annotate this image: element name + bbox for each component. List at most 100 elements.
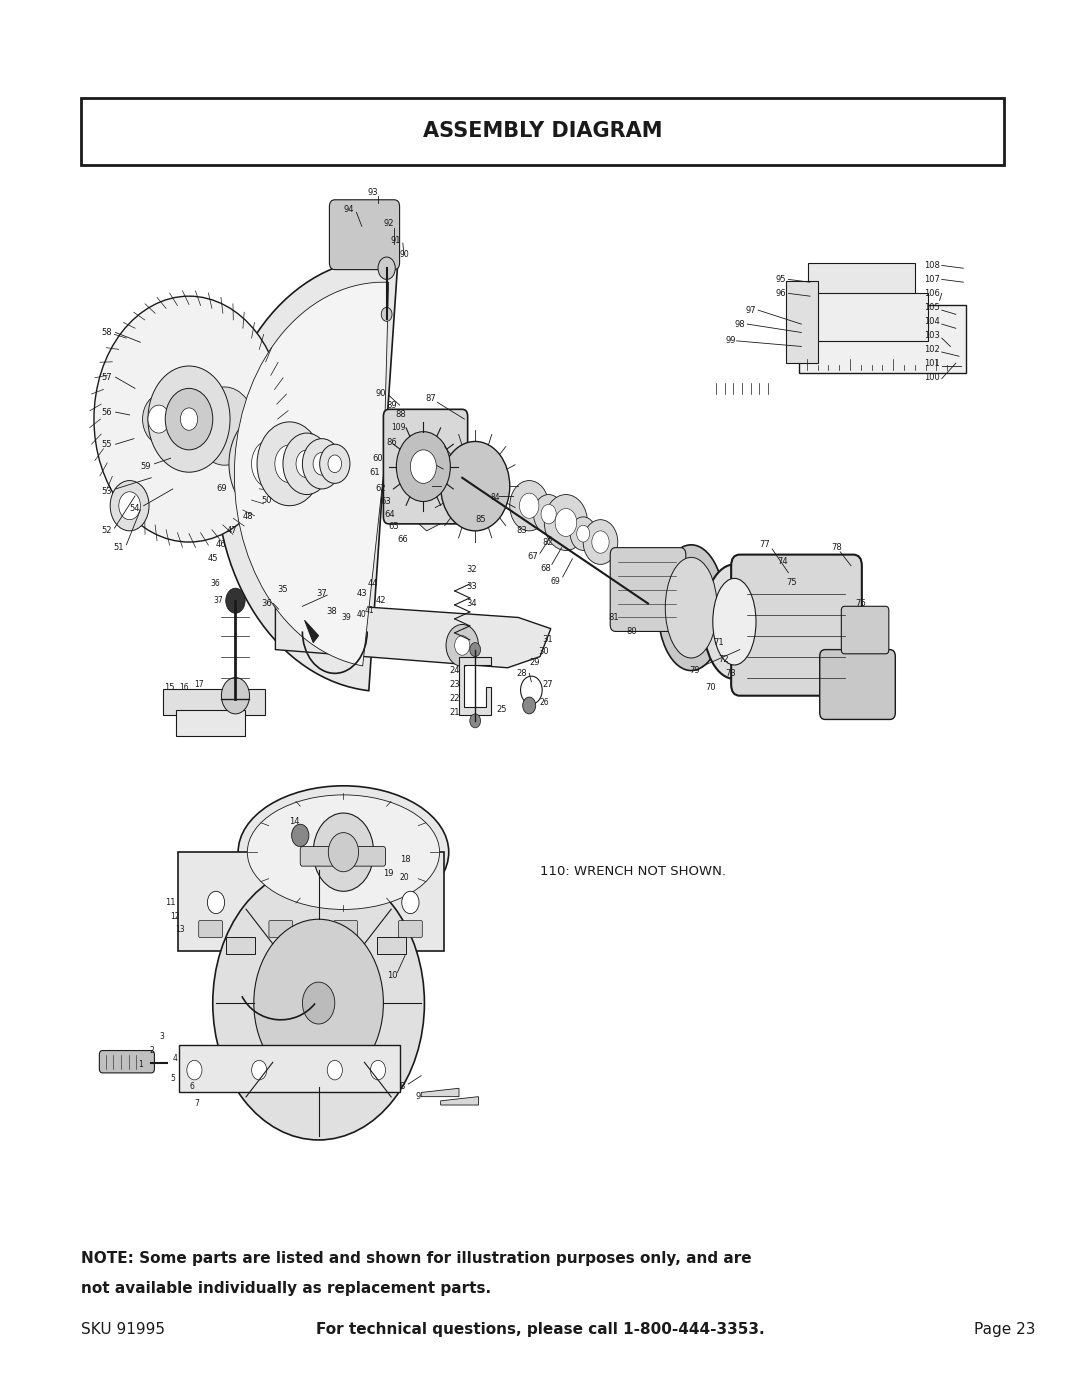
Text: 75: 75 [786, 578, 797, 587]
Circle shape [313, 453, 330, 475]
Text: 70: 70 [705, 683, 716, 692]
FancyBboxPatch shape [176, 710, 245, 736]
Text: 2: 2 [149, 1046, 153, 1055]
Circle shape [328, 455, 341, 472]
FancyBboxPatch shape [179, 1045, 400, 1092]
Circle shape [523, 697, 536, 714]
Text: 68: 68 [540, 564, 551, 573]
Circle shape [283, 433, 330, 495]
Circle shape [187, 1060, 202, 1080]
Text: 18: 18 [400, 855, 410, 863]
Text: 110: WRENCH NOT SHOWN.: 110: WRENCH NOT SHOWN. [540, 865, 726, 879]
Circle shape [378, 257, 395, 279]
Wedge shape [234, 282, 389, 666]
Circle shape [441, 441, 510, 531]
Text: 39: 39 [341, 613, 351, 622]
Ellipse shape [247, 795, 440, 909]
FancyBboxPatch shape [199, 921, 222, 937]
Circle shape [583, 520, 618, 564]
Text: ASSEMBLY DIAGRAM: ASSEMBLY DIAGRAM [423, 122, 662, 141]
Text: NOTE: Some parts are listed and shown for illustration purposes only, and are: NOTE: Some parts are listed and shown fo… [81, 1250, 752, 1266]
FancyBboxPatch shape [799, 293, 928, 341]
Ellipse shape [665, 557, 717, 658]
FancyBboxPatch shape [799, 305, 966, 373]
Text: 61: 61 [369, 468, 380, 476]
FancyBboxPatch shape [841, 606, 889, 654]
Text: 93: 93 [367, 189, 378, 197]
Circle shape [519, 493, 539, 518]
Text: 60: 60 [373, 454, 383, 462]
Text: 46: 46 [216, 541, 227, 549]
Text: 95: 95 [775, 275, 786, 284]
Circle shape [302, 439, 341, 489]
Text: 64: 64 [384, 510, 395, 518]
Text: 34: 34 [467, 599, 477, 608]
Text: 65: 65 [389, 522, 400, 531]
Text: 79: 79 [689, 666, 700, 675]
Circle shape [252, 1060, 267, 1080]
Text: 89: 89 [387, 401, 397, 409]
FancyBboxPatch shape [383, 409, 468, 524]
Text: 17: 17 [194, 680, 204, 689]
FancyBboxPatch shape [178, 852, 444, 951]
Text: 14: 14 [289, 817, 300, 826]
Ellipse shape [658, 545, 725, 671]
Ellipse shape [238, 785, 449, 919]
Text: 30: 30 [538, 647, 549, 655]
Circle shape [370, 1060, 386, 1080]
Text: 47: 47 [227, 527, 238, 535]
Circle shape [302, 982, 335, 1024]
Text: 12: 12 [171, 912, 180, 921]
Text: 88: 88 [395, 411, 406, 419]
Circle shape [541, 504, 556, 524]
FancyBboxPatch shape [226, 937, 255, 954]
Text: 66: 66 [397, 535, 408, 543]
Text: 74: 74 [778, 557, 788, 566]
Polygon shape [459, 657, 491, 715]
Text: 99: 99 [726, 337, 737, 345]
Polygon shape [305, 620, 319, 643]
FancyBboxPatch shape [820, 650, 895, 719]
Circle shape [320, 444, 350, 483]
Circle shape [110, 481, 149, 531]
FancyBboxPatch shape [300, 847, 386, 866]
FancyBboxPatch shape [329, 200, 400, 270]
Circle shape [470, 714, 481, 728]
Circle shape [570, 517, 596, 550]
Circle shape [180, 408, 198, 430]
Text: 76: 76 [855, 599, 866, 608]
Circle shape [165, 388, 213, 450]
Text: 82: 82 [542, 538, 553, 546]
Text: 9: 9 [416, 1092, 421, 1101]
FancyBboxPatch shape [334, 921, 357, 937]
Circle shape [94, 296, 284, 542]
Circle shape [143, 394, 181, 444]
FancyBboxPatch shape [399, 921, 422, 937]
Text: 7: 7 [194, 1099, 200, 1108]
Text: 73: 73 [726, 669, 737, 678]
Text: 10: 10 [387, 971, 397, 979]
Text: 29: 29 [529, 658, 540, 666]
Circle shape [254, 919, 383, 1087]
Text: 81: 81 [608, 613, 619, 622]
Text: 44: 44 [367, 580, 378, 588]
Text: 80: 80 [626, 627, 637, 636]
Circle shape [555, 509, 577, 536]
Text: 26: 26 [540, 698, 550, 707]
Text: 91: 91 [391, 236, 402, 244]
Text: 24: 24 [449, 666, 460, 675]
Text: 72: 72 [718, 655, 729, 664]
FancyBboxPatch shape [808, 263, 915, 303]
Text: 38: 38 [326, 608, 337, 616]
Text: 59: 59 [140, 462, 151, 471]
Text: not available individually as replacement parts.: not available individually as replacemen… [81, 1281, 491, 1296]
Circle shape [274, 444, 305, 483]
Text: 87: 87 [426, 394, 436, 402]
Text: 43: 43 [356, 590, 367, 598]
Circle shape [148, 366, 230, 472]
Text: 6: 6 [189, 1083, 194, 1091]
Text: 96: 96 [775, 289, 786, 298]
Text: 40: 40 [356, 610, 366, 619]
Circle shape [327, 1060, 342, 1080]
Circle shape [510, 481, 549, 531]
